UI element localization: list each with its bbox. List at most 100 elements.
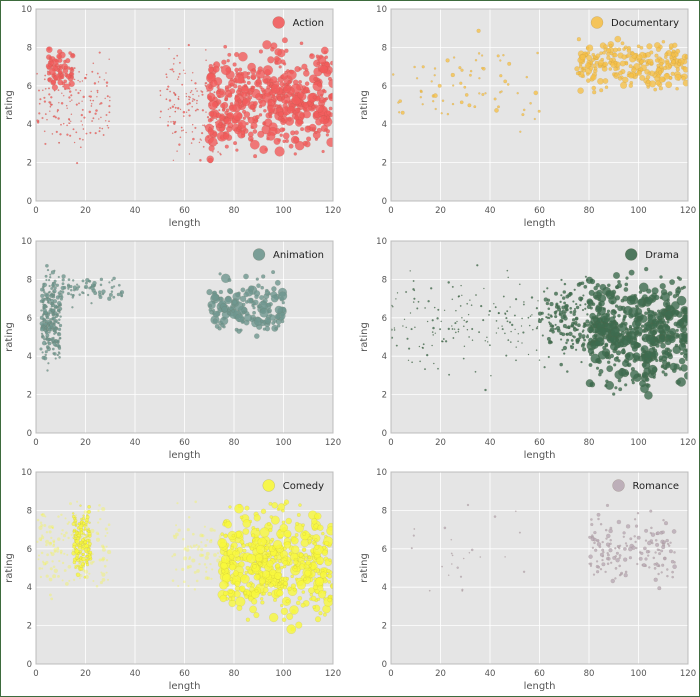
data-point [626,328,630,332]
data-point [49,103,53,106]
data-point [56,312,59,316]
data-point [48,331,51,334]
data-point [424,307,426,309]
data-point [608,548,613,553]
data-point [49,567,53,571]
x-tick-label: 80 [584,438,595,448]
data-point [216,85,220,89]
data-point [175,532,179,537]
data-point [201,90,204,93]
data-point [57,346,62,350]
data-point [80,113,84,117]
data-point [105,81,109,84]
data-point [97,533,100,536]
data-point [576,323,581,328]
data-point [413,65,416,69]
data-point [245,617,250,622]
data-point [254,294,259,300]
data-point [611,309,616,313]
data-point [274,305,283,314]
data-point [558,310,563,315]
data-point [258,113,263,117]
data-point [622,295,629,302]
data-point [229,104,237,113]
data-point [431,319,434,322]
data-point [494,306,497,309]
data-point [227,278,232,283]
y-tick-label: 10 [376,237,387,247]
data-point [45,333,50,338]
data-point [293,152,298,156]
plot-frame [35,471,334,665]
data-point [594,305,603,313]
data-point [41,513,44,516]
data-point [643,266,649,272]
data-point [57,291,62,295]
data-point [188,102,191,105]
data-point [277,503,286,511]
data-point [176,78,179,80]
data-point [613,363,617,367]
data-point [58,559,61,563]
data-point [541,334,544,337]
y-tick-label: 0 [27,429,32,439]
data-point [204,82,207,84]
plot-frame [35,240,334,434]
data-point [440,320,443,323]
data-point [286,69,290,73]
data-point [682,324,687,329]
data-point [414,326,416,329]
data-point [565,341,568,345]
data-point [253,612,260,619]
data-point [36,121,40,124]
data-point [630,51,635,56]
data-point [302,532,307,536]
data-point [641,296,645,300]
data-point [196,569,200,573]
data-point [326,115,330,120]
data-point [192,137,195,141]
data-point [82,521,86,526]
data-point [191,123,194,126]
data-point [218,296,223,301]
data-point [256,283,261,288]
data-point [209,527,214,532]
data-point [44,563,47,566]
data-point [46,346,50,349]
data-point [407,359,410,362]
data-point [437,367,439,370]
data-point [253,154,258,159]
data-point [576,37,582,42]
data-point [561,332,566,337]
x-tick-label: 40 [130,206,141,216]
data-point [416,307,419,310]
data-point [663,73,671,80]
data-point [672,293,678,299]
data-point [451,285,454,288]
data-point [267,56,275,64]
data-point [65,582,69,586]
data-point [218,121,223,126]
data-point [663,521,669,526]
data-point [488,313,490,316]
data-point [259,295,265,301]
data-point [278,111,284,118]
data-point [645,74,651,80]
data-point [521,342,523,344]
data-point [586,78,591,83]
data-point [75,89,77,91]
data-point [43,338,46,341]
data-point [171,555,174,558]
data-point [590,74,597,81]
data-point [314,538,318,542]
data-point [46,369,49,372]
data-point [98,130,101,133]
data-point [69,72,73,76]
legend-label: Documentary [611,18,679,29]
data-point [99,103,101,105]
data-point [497,327,500,329]
data-point [104,527,108,531]
data-point [48,93,51,96]
